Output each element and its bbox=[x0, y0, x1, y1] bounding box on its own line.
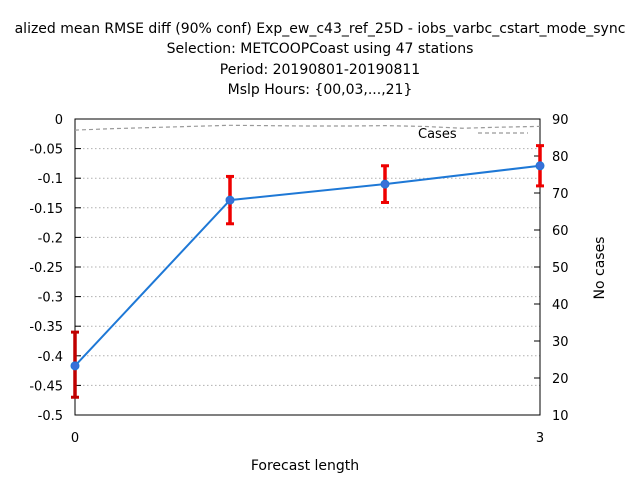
y-tick-label: 0 bbox=[55, 113, 63, 128]
y2-axis-label: No cases bbox=[592, 237, 608, 300]
chart-title-line-4: Mslp Hours: {00,03,...,21} bbox=[227, 82, 413, 98]
y-tick-label: -0.05 bbox=[29, 143, 63, 158]
y-tick-label: -0.15 bbox=[29, 202, 63, 217]
legend-label-cases: Cases bbox=[418, 127, 457, 142]
data-point bbox=[70, 361, 80, 371]
data-point bbox=[535, 161, 545, 171]
series-line-main bbox=[74, 164, 541, 367]
x-tick-label: 3 bbox=[536, 431, 544, 446]
grid-layer bbox=[75, 148, 540, 386]
data-point bbox=[380, 179, 390, 189]
y2-tick-label: 60 bbox=[552, 224, 569, 239]
y-tick-label: -0.3 bbox=[38, 291, 63, 306]
y2-tick-label: 90 bbox=[552, 113, 569, 128]
x-axis-label: Forecast length bbox=[251, 458, 359, 474]
y-tick-label: -0.2 bbox=[38, 231, 63, 246]
chart-title-line-2: Selection: METCOOPCoast using 47 station… bbox=[166, 41, 474, 57]
y-tick-label: -0.5 bbox=[38, 409, 63, 424]
data-point bbox=[225, 195, 235, 205]
y-tick-label: -0.1 bbox=[38, 172, 63, 187]
y-tick-label: -0.35 bbox=[29, 320, 63, 335]
cases-layer bbox=[74, 124, 541, 131]
y2-tick-label: 50 bbox=[552, 261, 569, 276]
y2-tick-label: 80 bbox=[552, 150, 569, 165]
y-tick-label: -0.25 bbox=[29, 261, 63, 276]
y-tick-label: -0.4 bbox=[38, 350, 63, 365]
ticks-layer: 0 -0.05 -0.1 -0.15 -0.2 -0.25 -0.3 -0.35 -0.4 -0.… bbox=[29, 113, 568, 446]
chart-title-line-1: alized mean RMSE diff (90% conf) Exp_ew_… bbox=[14, 21, 626, 37]
series-line-cases bbox=[74, 124, 541, 131]
series-layer bbox=[70, 144, 545, 399]
y2-tick-label: 40 bbox=[552, 298, 569, 313]
legend: Cases bbox=[418, 127, 528, 142]
y2-tick-label: 70 bbox=[552, 187, 569, 202]
chart-title-line-3: Period: 20190801-20190811 bbox=[219, 62, 421, 78]
y2-tick-label: 20 bbox=[552, 372, 569, 387]
y-tick-label: -0.45 bbox=[29, 379, 63, 394]
y2-tick-label: 30 bbox=[552, 335, 569, 350]
x-tick-label: 0 bbox=[71, 431, 79, 446]
y2-tick-label: 10 bbox=[552, 409, 569, 424]
